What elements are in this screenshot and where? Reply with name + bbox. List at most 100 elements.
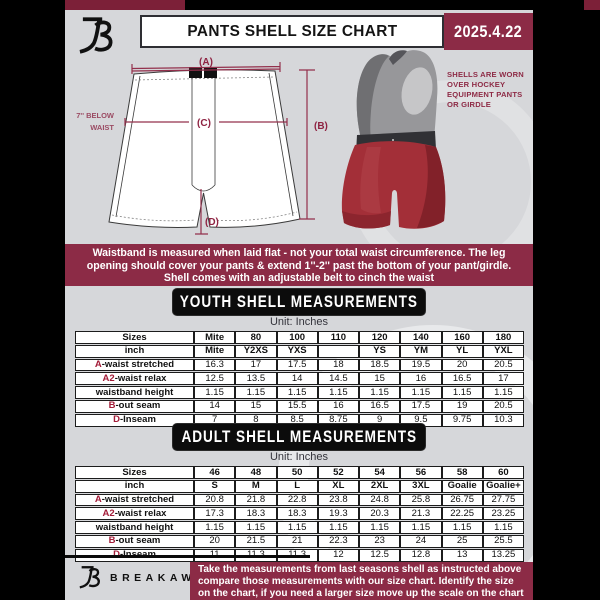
date-badge: 2025.4.22: [444, 13, 533, 50]
photo-caption: SHELLS ARE WORN OVER HOCKEY EQUIPMENT PA…: [447, 70, 524, 109]
table-cell: 25: [441, 534, 483, 548]
table-cell: 13.5: [235, 372, 277, 386]
table-cell: 12.8: [400, 548, 442, 562]
footer-note-line: compare those measurements with our size…: [198, 576, 514, 587]
table-cell: 22.25: [441, 507, 483, 521]
table-cell: 16.5: [359, 399, 401, 413]
measure-line-a: [131, 62, 281, 74]
table-cell: 20.5: [482, 358, 524, 372]
row-label: A2-waist relax: [75, 507, 194, 521]
row-label: B-out seam: [75, 534, 194, 548]
measure-line-c: [124, 118, 288, 126]
table-cell: 1.15: [359, 386, 401, 399]
table-row: A2-waist relax 12.5 13.5 14 14.5 15 16 16.5 17: [75, 372, 524, 386]
table-cell: 20: [194, 534, 236, 548]
table-cell: 21.8: [235, 493, 277, 507]
info-banner-line: Shell comes with an adjustable belt to c…: [163, 272, 435, 285]
table-row: Sizes Mite 80 100 110 120 140 160 180: [75, 331, 524, 344]
table-cell: 20.3: [359, 507, 401, 521]
table-cell: 25.5: [482, 534, 524, 548]
table-cell: 18.3: [276, 507, 318, 521]
table-cell: 140: [400, 331, 442, 344]
table-cell: 1.15: [441, 521, 483, 534]
belt-buckle-icon: [189, 67, 202, 78]
table-cell: YXS: [276, 344, 318, 358]
table-cell: 100: [276, 331, 318, 344]
page-title: PANTS SHELL SIZE CHART: [186, 22, 398, 40]
shorts-outline: [108, 69, 301, 228]
table-cell: M: [235, 479, 277, 493]
table-cell: 14: [276, 372, 318, 386]
table-cell: 24.8: [359, 493, 401, 507]
flyer: PANTS SHELL SIZE CHART 2025.4.22 (A): [65, 10, 533, 600]
table-cell: 13: [441, 548, 483, 562]
youth-measurements-table: Sizes Mite 80 100 110 120 140 160 180 inch Mite Y2X…: [75, 330, 524, 428]
footer-note-line: on the chart, if you need a larger size …: [198, 588, 524, 599]
table-cell: 1.15: [235, 521, 277, 534]
table-cell: L: [276, 479, 318, 493]
table-cell: 12: [317, 548, 359, 562]
table-cell: 180: [482, 331, 524, 344]
section-title-adult: ADULT SHELL MEASUREMENTS: [173, 424, 425, 450]
table-cell: 20: [441, 358, 483, 372]
table-cell: 22.3: [317, 534, 359, 548]
table-cell: YXL: [482, 344, 524, 358]
section-title-youth: YOUTH SHELL MEASUREMENTS: [173, 289, 425, 315]
row-label: inch: [75, 344, 194, 358]
info-banner-line: opening should cover your pants & extend…: [86, 259, 512, 272]
info-banner: Waistband is measured when laid flat - n…: [65, 244, 533, 286]
breakaway-logo-icon: [75, 14, 121, 56]
row-label: A-waist stretched: [75, 493, 194, 507]
table-cell: 1.15: [194, 386, 236, 399]
table-cell: 13.25: [482, 548, 524, 562]
table-cell: [317, 344, 359, 358]
pants-photo: [341, 50, 446, 229]
table-cell: 22.8: [276, 493, 318, 507]
table-cell: 17.5: [400, 399, 442, 413]
table-cell: 14.5: [317, 372, 359, 386]
table-cell: 15.5: [276, 399, 318, 413]
table-cell: 1.15: [400, 386, 442, 399]
row-label: A2-waist relax: [75, 372, 194, 386]
date-text: 2025.4.22: [454, 21, 523, 41]
footer-accent-bar: [65, 555, 310, 558]
table-cell: Y2XS: [235, 344, 277, 358]
table-cell: 27.75: [482, 493, 524, 507]
table-cell: 16: [317, 399, 359, 413]
table-cell: Goalie: [441, 479, 483, 493]
table-cell: 160: [441, 331, 483, 344]
table-cell: 56: [400, 466, 442, 479]
top-accent-bar-left: [65, 0, 185, 10]
table-cell: Goalie+: [482, 479, 524, 493]
table-cell: 20.8: [194, 493, 236, 507]
measurement-label-a: (A): [199, 57, 213, 68]
table-cell: 17.5: [276, 358, 318, 372]
table-cell: XL: [317, 479, 359, 493]
table-cell: 23.8: [317, 493, 359, 507]
table-cell: 1.15: [194, 521, 236, 534]
measurement-label-d: (D): [205, 217, 219, 228]
table-row: A-waist stretched 16.3 17 17.5 18 18.5 19.5 20 2…: [75, 358, 524, 372]
table-cell: 16.5: [441, 372, 483, 386]
table-cell: 1.15: [276, 521, 318, 534]
table-cell: 17.3: [194, 507, 236, 521]
table-row: B-out seam 14 15 15.5 16 16.5 17.5 19 20.5: [75, 399, 524, 413]
table-cell: 10.3: [482, 413, 524, 427]
table-cell: 18.5: [359, 358, 401, 372]
table-cell: 19.3: [317, 507, 359, 521]
table-cell: YM: [400, 344, 442, 358]
table-cell: 18: [317, 358, 359, 372]
measurement-label-c: (C): [197, 118, 211, 129]
table-cell: 12.5: [359, 548, 401, 562]
table-cell: 60: [482, 466, 524, 479]
table-cell: 1.15: [359, 521, 401, 534]
table-cell: 19.5: [400, 358, 442, 372]
table-cell: 15: [235, 399, 277, 413]
table-cell: 25.8: [400, 493, 442, 507]
title-box: PANTS SHELL SIZE CHART: [140, 15, 444, 48]
table-cell: 1.15: [482, 386, 524, 399]
row-label: waistband height: [75, 521, 194, 534]
row-label: D-Inseam: [75, 413, 194, 427]
table-cell: Mite: [194, 344, 236, 358]
